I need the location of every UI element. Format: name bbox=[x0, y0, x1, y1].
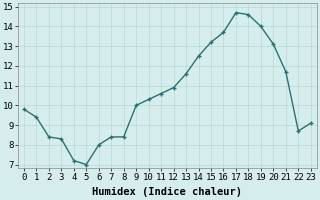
X-axis label: Humidex (Indice chaleur): Humidex (Indice chaleur) bbox=[92, 187, 242, 197]
